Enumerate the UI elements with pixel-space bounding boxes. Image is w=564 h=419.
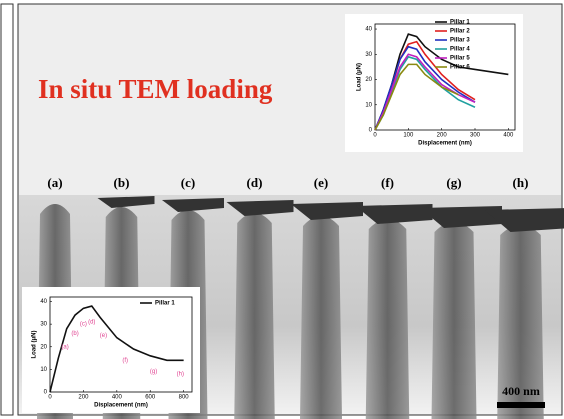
legend-label: Pillar 5: [450, 56, 470, 62]
annotation: (f): [122, 358, 128, 364]
x-tick-label: 800: [179, 395, 190, 401]
plot-frame: [49, 296, 193, 393]
panel-label: (b): [114, 175, 130, 190]
y-tick-label: 0: [44, 390, 48, 396]
annotation: (c): [80, 322, 87, 328]
legend-label: Pillar 2: [450, 29, 470, 35]
legend-label: Pillar 1: [450, 20, 470, 26]
panel-label: (c): [181, 175, 195, 190]
annotation: (d): [88, 319, 95, 325]
indenter: [291, 202, 363, 220]
legend-label: Pillar 3: [450, 38, 470, 44]
x-tick-label: 300: [470, 133, 481, 139]
legend-label: Pillar 6: [450, 65, 470, 71]
indenter: [97, 196, 155, 208]
y-axis-label: Load (μN): [32, 330, 38, 358]
x-tick-label: 0: [48, 395, 52, 401]
panel-label: (a): [47, 175, 62, 190]
panel-label: (h): [513, 175, 529, 190]
pillar: [431, 222, 477, 419]
annotation: (e): [100, 333, 107, 339]
legend-label: Pillar 1: [155, 301, 175, 307]
indenter: [484, 208, 564, 232]
x-tick-label: 200: [437, 133, 448, 139]
y-tick-label: 0: [369, 128, 373, 134]
annotation: (g): [150, 369, 157, 375]
series-line: [49, 305, 184, 393]
left-panel-edge: [0, 3, 14, 416]
indenter: [162, 198, 224, 212]
panel-label: (f): [381, 175, 394, 190]
y-tick-label: 10: [365, 102, 372, 108]
pillar: [365, 219, 410, 419]
y-tick-label: 10: [40, 367, 47, 373]
panel-label: (d): [247, 175, 263, 190]
annotation: (h): [177, 371, 184, 377]
y-tick-label: 20: [40, 344, 47, 350]
x-tick-label: 400: [112, 395, 123, 401]
x-tick-label: 200: [78, 395, 89, 401]
annotation: (b): [71, 331, 78, 337]
panel-label: (e): [314, 175, 328, 190]
y-tick-label: 40: [40, 299, 47, 305]
title: In situ TEM loading: [38, 74, 273, 104]
series-line: [374, 63, 459, 131]
y-tick-label: 30: [365, 52, 372, 58]
x-axis-label: Displacement (nm): [94, 403, 148, 409]
scale-bar-label: 400 nm: [502, 384, 540, 398]
annotation: (a): [61, 344, 68, 350]
pillar: [234, 213, 275, 419]
y-axis-label: Load (μN): [357, 63, 363, 91]
indenter: [420, 206, 502, 228]
x-tick-label: 100: [403, 133, 414, 139]
scale-bar: [497, 402, 545, 408]
indenter: [355, 204, 433, 224]
y-tick-label: 40: [365, 27, 372, 33]
x-tick-label: 600: [145, 395, 156, 401]
x-tick-label: 0: [373, 133, 377, 139]
pillar: [300, 216, 342, 419]
plot-frame: [374, 23, 516, 131]
x-tick-label: 400: [503, 133, 514, 139]
series-line: [374, 45, 476, 131]
pillar: [497, 225, 544, 419]
x-axis-label: Displacement (nm): [418, 141, 472, 147]
indenter: [226, 200, 294, 216]
y-tick-label: 30: [40, 322, 47, 328]
legend-label: Pillar 4: [450, 47, 470, 53]
y-tick-label: 20: [365, 77, 372, 83]
panel-label: (g): [446, 175, 461, 190]
series-line: [374, 53, 476, 131]
